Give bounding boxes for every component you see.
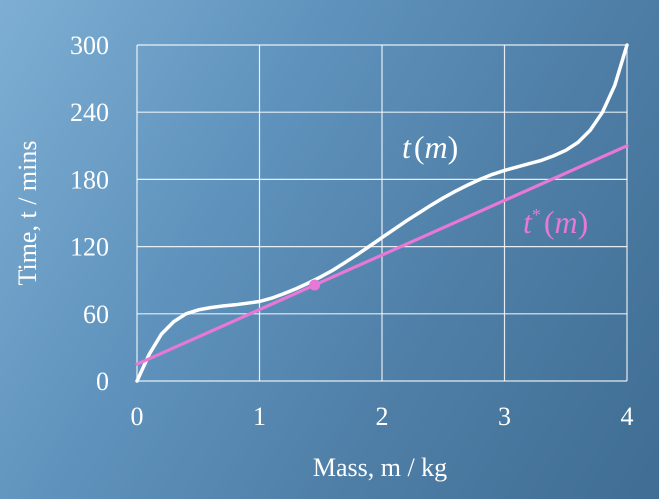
x-tick-label: 0 — [131, 402, 144, 431]
y-axis-label: Time, t / mins — [13, 141, 42, 286]
x-axis-label: Mass, m / kg — [313, 453, 447, 482]
x-tick-label: 3 — [498, 402, 511, 431]
grid — [136, 44, 628, 382]
series-label-tstar-arg: m — [555, 204, 578, 240]
y-tick-label: 0 — [96, 367, 109, 396]
series-line-tstar — [135, 144, 629, 366]
series-label-t: t(m) — [402, 129, 458, 165]
y-tick-label: 240 — [70, 98, 109, 127]
series-label-t-main: t — [402, 129, 412, 165]
series-line-t — [135, 43, 629, 383]
series-lines — [135, 43, 629, 383]
series-label-tstar: t*(m) — [523, 204, 588, 240]
y-tick-label: 300 — [70, 31, 109, 60]
tick-labels: 0 1 2 3 4 0 60 120 180 240 300 — [70, 31, 634, 431]
x-tick-label: 2 — [376, 402, 389, 431]
y-tick-label: 120 — [70, 233, 109, 262]
tangent-point — [309, 279, 321, 291]
x-tick-label: 1 — [253, 402, 266, 431]
y-tick-label: 180 — [70, 165, 109, 194]
x-tick-label: 4 — [621, 402, 634, 431]
y-tick-label: 60 — [83, 300, 109, 329]
series-label-t-arg: m — [425, 129, 448, 165]
series-label-tstar-main: t — [523, 204, 533, 240]
series-label-tstar-sup: * — [532, 205, 541, 225]
